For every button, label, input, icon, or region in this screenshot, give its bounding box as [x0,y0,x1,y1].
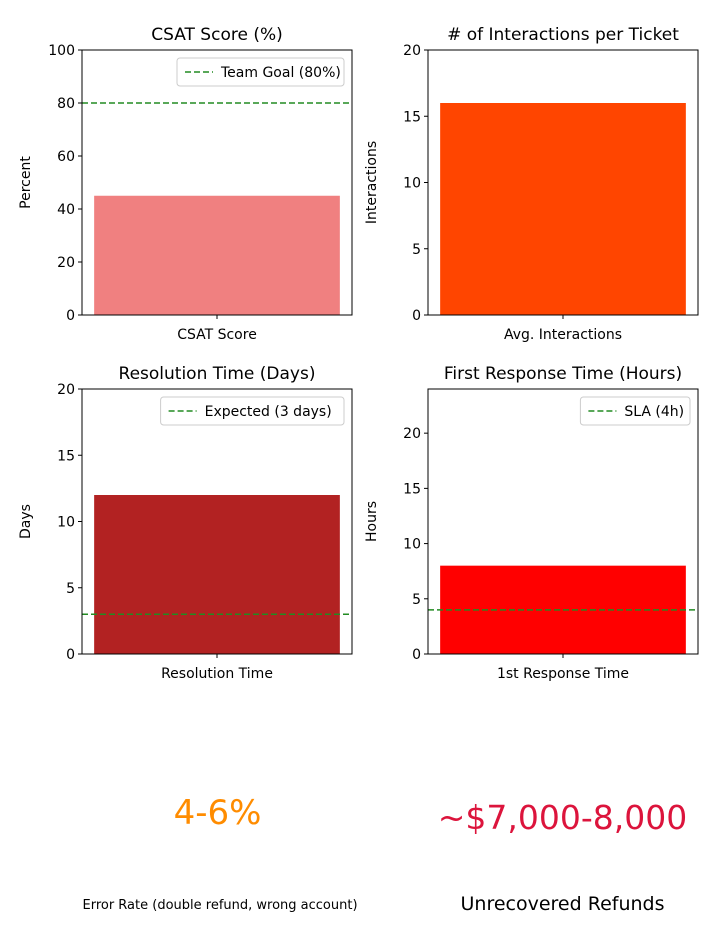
y-tick-label: 60 [57,149,75,165]
unrecovered-refunds-value: ~$7,000-8,000 [437,798,688,837]
chart-title: First Response Time (Hours) [444,364,682,384]
legend-box [579,396,691,426]
error-rate-metric: 4-6% [40,793,395,833]
unrecovered-refunds-caption: Unrecovered Refunds [400,893,710,915]
chart-title: CSAT Score (%) [151,25,283,45]
chart-panel-3: 0 5 10 15 20 Resolution Time Resolution Time (… [18,364,353,682]
unrecovered-refunds-metric: ~$7,000-8,000 [400,798,710,837]
y-tick-label: 20 [57,382,75,398]
y-tick-label: 10 [403,176,421,192]
legend: Expected (3 days) [160,396,345,426]
y-tick-label: 20 [403,43,421,59]
legend-label: Team Goal (80%) [220,65,341,81]
chart-panel-2: 0 5 10 15 20 Avg. Interactions # of Interactio… [364,25,699,343]
y-tick-label: 100 [48,43,75,59]
y-tick-label: 5 [66,581,75,597]
x-tick-label: Avg. Interactions [504,327,622,343]
chart-panel-1: 0 20 40 60 80 100 CSAT Score CSAT Score (%) Perc… [18,25,353,343]
unrecovered-refunds-label: Unrecovered Refunds [460,893,665,915]
x-tick-label: 1st Response Time [497,666,629,682]
y-tick-label: 10 [403,537,421,553]
error-rate-caption: Error Rate (double refund, wrong account… [10,898,430,913]
y-tick-label: 40 [57,202,75,218]
chart-panel-4: 0 5 10 15 20 1st Response Time First Response … [364,364,699,682]
legend-label: Expected (3 days) [205,404,332,420]
y-tick-label: 0 [412,647,421,663]
y-tick-label: 5 [412,242,421,258]
y-axis-label: Interactions [364,141,380,224]
y-tick-label: 15 [403,481,421,497]
legend-label: SLA (4h) [624,404,684,420]
legend: SLA (4h) [579,396,691,426]
y-tick-label: 20 [403,426,421,442]
legend: Team Goal (80%) [176,57,345,87]
y-tick-label: 15 [57,448,75,464]
y-tick-label: 15 [403,109,421,125]
y-axis-label: Percent [18,156,34,209]
y-tick-label: 0 [66,647,75,663]
y-tick-label: 10 [57,515,75,531]
error-rate-value: 4-6% [173,793,262,833]
error-rate-label: Error Rate (double refund, wrong account… [82,898,358,913]
y-axis-label: Days [18,504,34,539]
x-tick-label: CSAT Score [177,327,257,343]
y-axis-label: Hours [364,501,380,542]
bar [94,195,340,315]
x-tick-label: Resolution Time [161,666,273,682]
bar [94,495,340,654]
y-tick-label: 5 [412,592,421,608]
chart-title: Resolution Time (Days) [119,364,316,384]
y-tick-label: 0 [412,308,421,324]
chart-title: # of Interactions per Ticket [447,25,679,45]
y-tick-label: 0 [66,308,75,324]
y-tick-label: 20 [57,255,75,271]
legend-box [176,57,345,87]
legend-box [160,396,345,426]
bar [440,103,686,315]
y-tick-label: 80 [57,96,75,112]
